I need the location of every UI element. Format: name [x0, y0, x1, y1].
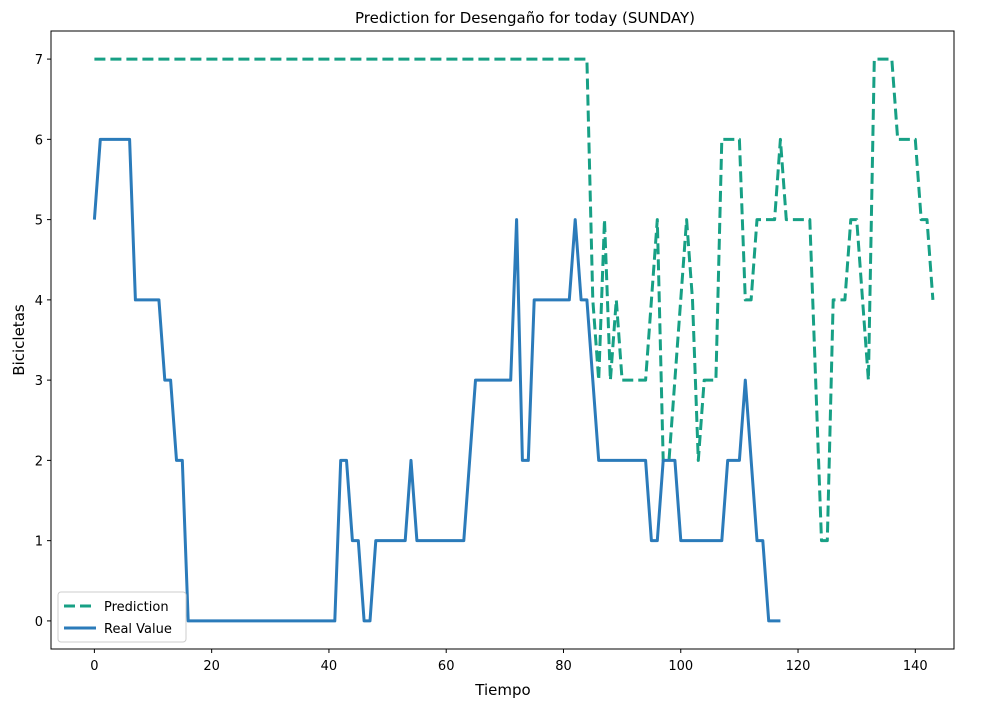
series-line-prediction — [94, 57, 935, 543]
y-tick-label: 6 — [35, 133, 43, 148]
legend-label-real-value: Real Value — [104, 622, 172, 637]
x-axis-ticks: 0 20 40 60 80 100 120 140 — [90, 649, 928, 674]
x-axis-label: Tiempo — [474, 681, 530, 699]
x-tick-label: 80 — [555, 659, 572, 674]
y-axis-label: Bicicletas — [10, 304, 28, 376]
x-tick-label: 40 — [321, 659, 338, 674]
x-tick-label: 20 — [203, 659, 220, 674]
chart-title: Prediction for Desengaño for today (SUND… — [355, 9, 695, 27]
plot-frame — [50, 30, 955, 650]
plot-lines — [92, 57, 935, 623]
x-tick-label: 0 — [90, 659, 98, 674]
x-tick-label: 120 — [786, 659, 811, 674]
y-axis-ticks: 0 1 2 3 4 5 6 7 — [35, 53, 51, 630]
x-tick-label: 60 — [438, 659, 455, 674]
y-tick-label: 2 — [35, 454, 43, 469]
y-tick-label: 4 — [35, 294, 43, 309]
legend-label-prediction: Prediction — [104, 600, 169, 615]
y-tick-label: 1 — [35, 535, 43, 550]
y-tick-label: 7 — [35, 53, 43, 68]
x-tick-label: 100 — [668, 659, 693, 674]
y-tick-label: 0 — [35, 615, 43, 630]
series-line-real-value — [92, 137, 781, 623]
y-tick-label: 3 — [35, 374, 43, 389]
x-tick-label: 140 — [903, 659, 928, 674]
y-tick-label: 5 — [35, 214, 43, 229]
legend: Prediction Real Value — [57, 591, 187, 643]
